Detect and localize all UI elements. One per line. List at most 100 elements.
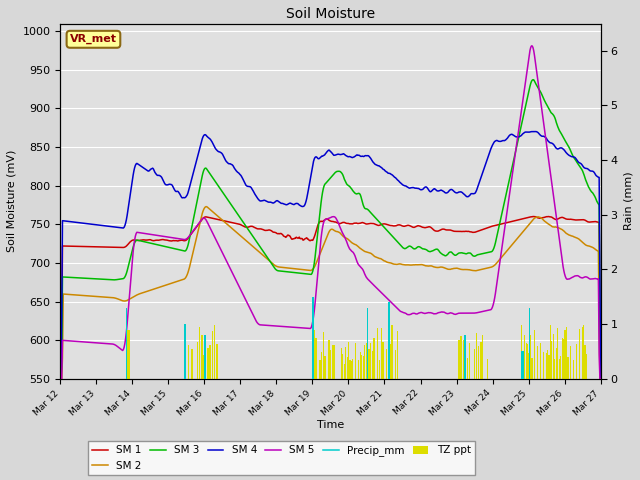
Bar [188, 346, 189, 379]
Bar [197, 342, 198, 379]
Bar [367, 355, 368, 379]
Bar [554, 359, 555, 379]
Bar [528, 353, 529, 379]
Bar [349, 360, 350, 379]
Bar [583, 325, 584, 379]
Bar [364, 346, 365, 379]
Bar [546, 353, 547, 379]
Bar [332, 345, 333, 379]
Bar [487, 360, 488, 379]
Bar [532, 324, 533, 379]
Bar [185, 324, 186, 379]
Y-axis label: Soil Moisture (mV): Soil Moisture (mV) [7, 150, 17, 252]
Bar [386, 349, 387, 379]
Title: Soil Moisture: Soil Moisture [286, 7, 375, 21]
Bar [312, 297, 313, 379]
Bar [324, 356, 325, 379]
Bar [328, 339, 329, 379]
Bar [391, 325, 392, 379]
Bar [460, 336, 461, 379]
Bar [199, 327, 200, 379]
Bar [523, 351, 524, 379]
Bar [531, 358, 532, 379]
Bar [548, 355, 549, 379]
Bar [127, 308, 128, 379]
Bar [543, 352, 544, 379]
Y-axis label: Rain (mm): Rain (mm) [623, 172, 633, 230]
Bar [366, 343, 367, 379]
Bar [383, 342, 384, 379]
Bar [464, 335, 465, 379]
Bar [358, 360, 359, 379]
Bar [534, 330, 535, 379]
Bar [586, 354, 587, 379]
Bar [313, 297, 314, 379]
Legend: SM 1, SM 2, SM 3, SM 4, SM 5, Precip_mm, TZ ppt: SM 1, SM 2, SM 3, SM 4, SM 5, Precip_mm,… [88, 441, 475, 475]
Bar [342, 354, 343, 379]
Bar [465, 335, 466, 379]
Bar [524, 335, 525, 379]
Bar [352, 359, 353, 379]
Bar [127, 330, 128, 379]
Bar [214, 325, 216, 379]
Bar [368, 349, 369, 379]
Bar [540, 343, 541, 379]
Bar [541, 329, 543, 379]
Bar [316, 338, 317, 379]
Bar [312, 340, 313, 379]
Bar [526, 343, 527, 379]
Bar [565, 330, 566, 379]
Bar [377, 328, 378, 379]
Bar [320, 360, 321, 379]
Bar [373, 338, 374, 379]
Bar [530, 308, 531, 379]
Bar [568, 357, 569, 379]
Bar [208, 348, 209, 379]
Bar [351, 360, 352, 379]
Bar [484, 344, 485, 379]
Bar [205, 357, 207, 379]
Bar [334, 345, 335, 379]
Bar [562, 338, 563, 379]
Bar [317, 342, 319, 379]
Bar [579, 329, 580, 379]
Bar [576, 344, 577, 379]
Bar [523, 353, 524, 379]
Bar [530, 335, 531, 379]
Bar [355, 343, 356, 379]
Bar [217, 344, 218, 379]
Bar [582, 327, 583, 379]
Bar [580, 350, 582, 379]
Bar [202, 335, 203, 379]
Bar [584, 345, 585, 379]
Bar [344, 364, 345, 379]
Bar [564, 330, 565, 379]
Bar [570, 346, 571, 379]
Bar [567, 357, 568, 379]
Bar [325, 356, 326, 379]
Bar [547, 349, 548, 379]
Bar [459, 340, 460, 379]
Bar [537, 346, 538, 379]
Bar [382, 342, 383, 379]
Bar [389, 302, 390, 379]
Bar [573, 360, 574, 379]
Bar [392, 325, 393, 379]
Bar [397, 331, 398, 379]
Bar [569, 352, 570, 379]
Bar [388, 302, 389, 379]
Bar [461, 336, 462, 379]
Bar [191, 349, 192, 379]
Bar [341, 348, 342, 379]
Bar [209, 345, 210, 379]
Bar [458, 340, 459, 379]
X-axis label: Time: Time [317, 420, 344, 430]
Bar [330, 350, 331, 379]
Bar [350, 360, 351, 379]
Bar [578, 353, 579, 379]
Bar [480, 342, 481, 379]
Bar [476, 333, 477, 379]
Bar [356, 363, 358, 379]
Bar [326, 335, 328, 379]
Bar [329, 339, 330, 379]
